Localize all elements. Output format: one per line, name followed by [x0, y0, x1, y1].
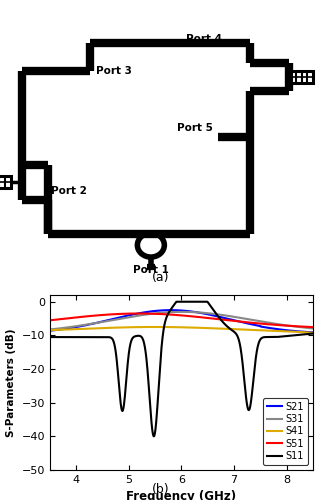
S31: [180, 309, 184, 315]
S11: [254, 357, 257, 363]
S41: [48, 327, 52, 333]
S11: [75, 334, 79, 340]
S31: [75, 323, 79, 329]
Line: S51: S51: [50, 314, 313, 327]
Polygon shape: [291, 71, 313, 83]
Text: Port 3: Port 3: [96, 66, 132, 76]
S31: [253, 318, 257, 324]
S41: [153, 324, 157, 330]
S41: [258, 327, 262, 333]
S31: [311, 326, 315, 332]
Line: S11: S11: [50, 302, 313, 436]
S41: [311, 330, 315, 336]
S41: [75, 326, 79, 332]
S21: [169, 307, 173, 313]
S11: [48, 334, 52, 340]
S41: [154, 324, 158, 330]
Line: S21: S21: [50, 310, 313, 332]
S31: [258, 318, 262, 324]
S51: [75, 314, 79, 320]
Text: (b): (b): [152, 482, 169, 496]
S21: [311, 330, 315, 336]
S11: [152, 434, 156, 440]
S21: [258, 323, 262, 329]
S51: [229, 318, 233, 324]
Text: (a): (a): [152, 270, 169, 283]
Legend: S21, S31, S41, S51, S11: S21, S31, S41, S51, S11: [263, 398, 308, 465]
S51: [253, 320, 257, 326]
S41: [229, 326, 233, 332]
S21: [75, 324, 79, 330]
S21: [229, 316, 233, 322]
S31: [164, 310, 168, 316]
S11: [175, 298, 178, 304]
S21: [48, 328, 52, 334]
S11: [164, 316, 168, 322]
S51: [48, 318, 52, 324]
Text: Port 2: Port 2: [51, 186, 87, 196]
Line: S41: S41: [50, 327, 313, 332]
Text: Port 5: Port 5: [177, 123, 213, 133]
S31: [48, 326, 52, 332]
S11: [311, 330, 315, 336]
S51: [137, 310, 141, 316]
S11: [229, 326, 233, 332]
S51: [164, 312, 168, 318]
S11: [258, 336, 262, 342]
S41: [164, 324, 168, 330]
S21: [154, 308, 158, 314]
S21: [253, 322, 257, 328]
S21: [164, 307, 168, 313]
Text: Port 4: Port 4: [186, 34, 222, 44]
Y-axis label: S-Parameters (dB): S-Parameters (dB): [6, 328, 16, 437]
S11: [154, 416, 158, 422]
S31: [154, 310, 158, 316]
S51: [154, 311, 158, 317]
S31: [229, 314, 233, 320]
S41: [253, 327, 257, 333]
Text: Port 1: Port 1: [133, 265, 169, 275]
S51: [311, 324, 315, 330]
Polygon shape: [0, 176, 11, 188]
Line: S31: S31: [50, 312, 313, 330]
X-axis label: Frequency (GHz): Frequency (GHz): [126, 490, 237, 500]
S51: [258, 320, 262, 326]
